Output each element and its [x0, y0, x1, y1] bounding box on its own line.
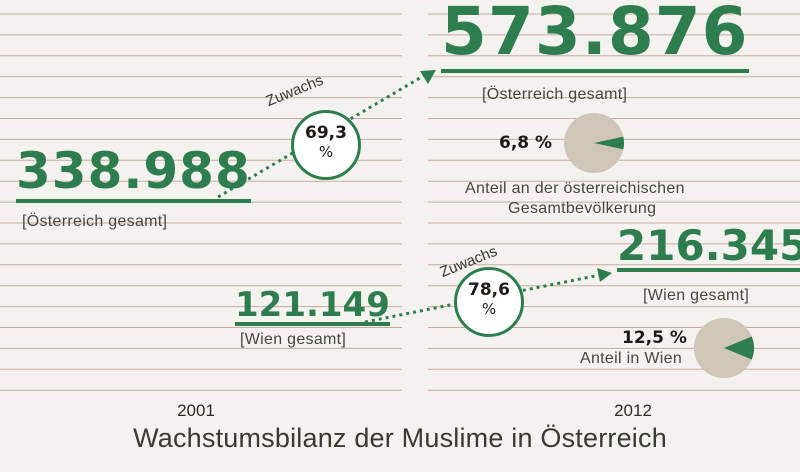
vienna-share-value: 12,5 % [622, 328, 687, 348]
austria-share-label-line1: Anteil an der österreichischen [465, 180, 685, 197]
vienna-2012-value: 216.345 [617, 222, 800, 272]
vienna-growth-circle: 78,6 % [454, 267, 524, 337]
vienna-2001-value: 121.149 [235, 285, 390, 326]
vienna-growth-value: 78,6 [468, 280, 510, 300]
austria-growth-circle: 69,3 % [291, 110, 361, 180]
austria-2012-underline [441, 69, 749, 73]
year-label-2012: 2012 [614, 401, 652, 420]
austria-growth-unit: % [318, 143, 334, 161]
austria-2001-label: [Österreich gesamt] [22, 213, 168, 230]
vienna-share-label: Anteil in Wien [580, 350, 683, 367]
vienna-2001-label: [Wien gesamt] [240, 331, 347, 348]
vienna-share-pie-slice [724, 336, 754, 360]
vienna-2001-underline [235, 322, 390, 326]
austria-growth-arrow-head [420, 70, 436, 84]
vienna-2012-underline [617, 268, 800, 272]
austria-2001-value: 338.988 [16, 143, 251, 203]
austria-growth-value: 69,3 [305, 123, 347, 143]
austria-share-pie [564, 113, 624, 173]
vienna-2012-label: [Wien gesamt] [643, 287, 750, 304]
austria-2001-underline [16, 199, 251, 203]
austria-share-pie-slice [594, 136, 624, 150]
vienna-growth-unit: % [481, 300, 497, 318]
austria-share-value: 6,8 % [499, 133, 553, 153]
austria-2012-value: 573.876 [441, 0, 749, 73]
vienna-share-pie [694, 318, 754, 378]
austria-2012-label: [Österreich gesamt] [482, 86, 628, 103]
vienna-growth-arrow-head [597, 268, 612, 282]
year-label-2001: 2001 [177, 401, 215, 420]
austria-share-label-line2: Gesamtbevölkerung [508, 200, 657, 217]
horizontal-rule-lines [0, 13, 800, 391]
chart-title: Wachstumsbilanz der Muslime in Österreic… [133, 423, 667, 453]
